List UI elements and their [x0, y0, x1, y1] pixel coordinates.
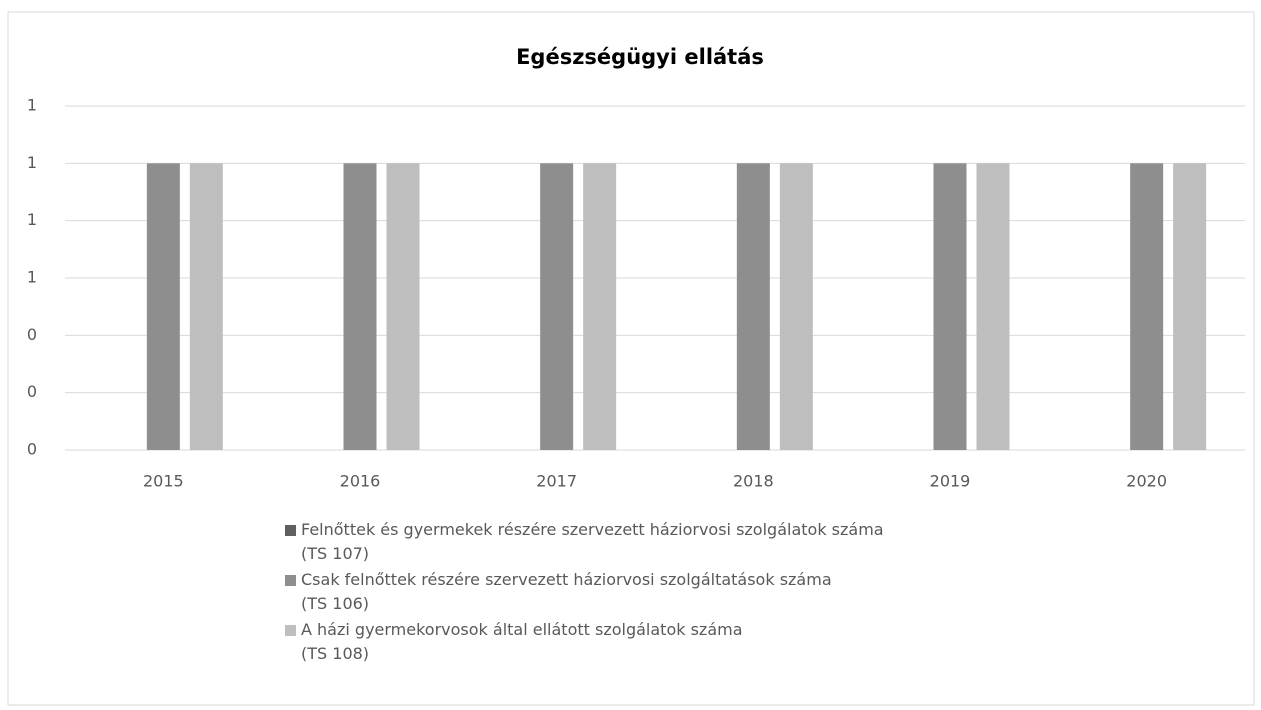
bar	[976, 163, 1010, 451]
chart-frame	[7, 11, 1255, 706]
x-tick-label: 2018	[733, 472, 774, 491]
bar	[189, 163, 223, 451]
bar	[540, 163, 574, 451]
bar	[1173, 163, 1207, 451]
bar	[779, 163, 813, 451]
x-tick-label: 2016	[340, 472, 381, 491]
bar	[386, 163, 420, 451]
bar	[933, 163, 967, 451]
legend-swatch	[285, 575, 296, 586]
y-tick-label: 1	[27, 268, 37, 287]
legend-item: Felnőttek és gyermekek részére szervezet…	[285, 518, 1185, 566]
y-tick-label: 0	[27, 325, 37, 344]
y-tick-label: 1	[27, 96, 37, 115]
legend: Felnőttek és gyermekek részére szervezet…	[285, 518, 1185, 668]
bar	[583, 163, 617, 451]
legend-label: A házi gyermekorvosok által ellátott szo…	[301, 620, 743, 663]
bar	[736, 163, 770, 451]
y-tick-label: 0	[27, 440, 37, 459]
x-tick-label: 2017	[536, 472, 577, 491]
x-tick-label: 2020	[1126, 472, 1167, 491]
legend-label: Felnőttek és gyermekek részére szervezet…	[301, 520, 884, 563]
y-tick-label: 0	[27, 382, 37, 401]
x-tick-label: 2019	[930, 472, 971, 491]
legend-item: A házi gyermekorvosok által ellátott szo…	[285, 618, 1185, 666]
legend-swatch	[285, 525, 296, 536]
x-tick-label: 2015	[143, 472, 184, 491]
bar	[1130, 163, 1164, 451]
legend-swatch	[285, 625, 296, 636]
legend-label: Csak felnőttek részére szervezett házior…	[301, 570, 832, 613]
bar	[343, 163, 377, 451]
legend-item: Csak felnőttek részére szervezett házior…	[285, 568, 1185, 616]
chart-title: Egészségügyi ellátás	[516, 45, 764, 69]
y-tick-label: 1	[27, 210, 37, 229]
y-tick-label: 1	[27, 153, 37, 172]
bar	[146, 163, 180, 451]
